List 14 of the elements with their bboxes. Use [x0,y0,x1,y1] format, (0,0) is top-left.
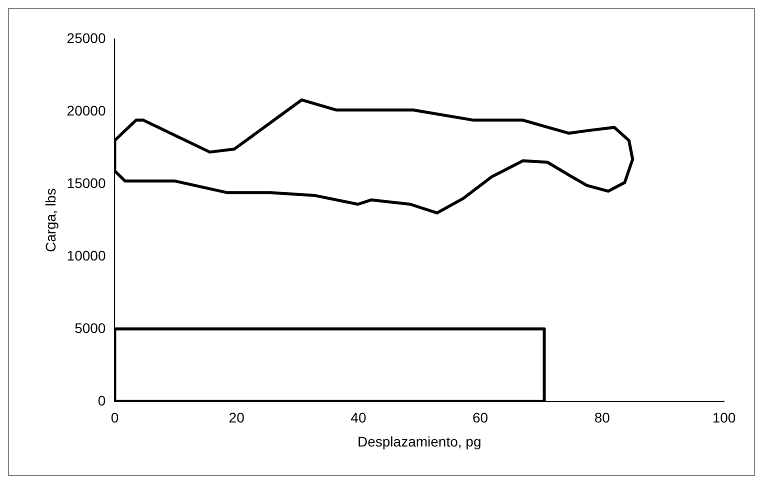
x-axis-title: Desplazamiento, pg [357,433,482,450]
x-tick-label: 40 [350,410,366,426]
y-tick-label: 10000 [66,247,106,264]
x-tick-label: 20 [228,410,245,426]
y-axis-title: Carga, lbs [42,188,58,252]
x-tick-label: 100 [712,410,736,426]
y-tick-label: 15000 [66,174,106,191]
y-tick-label: 0 [98,392,106,408]
y-tick-label: 5000 [74,320,106,336]
x-tick-label: 80 [594,410,610,426]
y-tick-label: 20000 [66,102,106,118]
y-tick-label: 25000 [66,30,106,46]
x-tick-label: 60 [472,410,488,426]
x-tick-label: 0 [110,410,119,426]
